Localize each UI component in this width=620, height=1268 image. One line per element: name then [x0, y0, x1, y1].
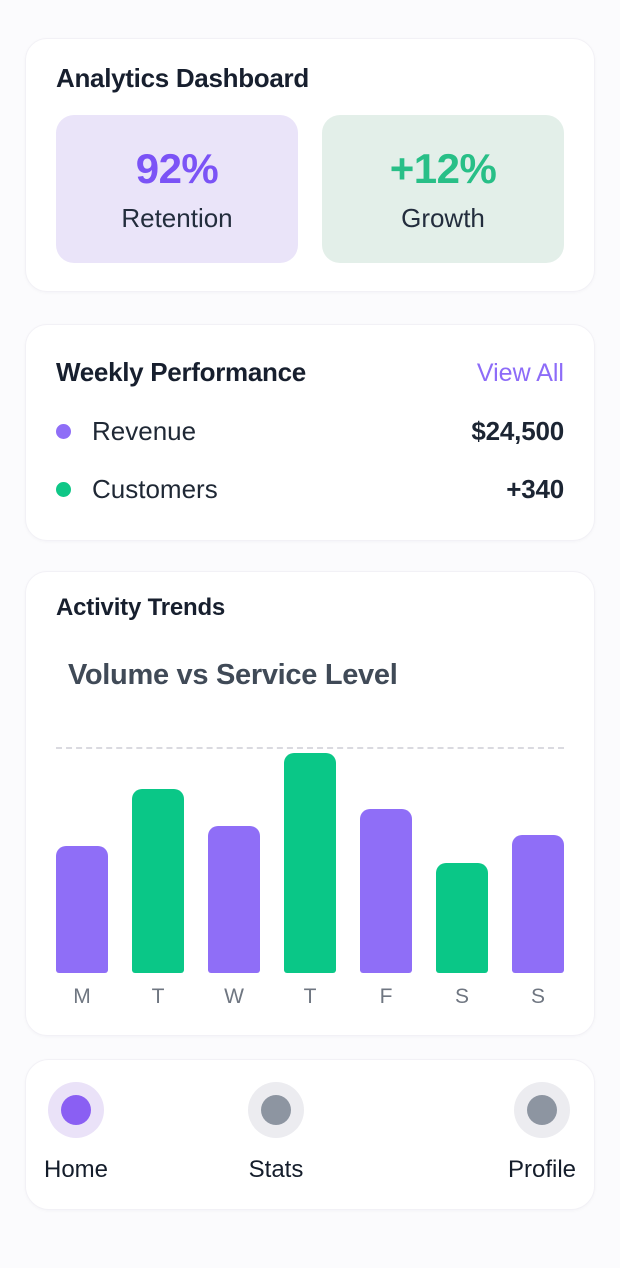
nav-item-profile[interactable]: Profile [508, 1082, 576, 1183]
performance-title: Weekly Performance [56, 357, 306, 387]
customers-dot-icon [56, 481, 71, 497]
bar-t-1 [132, 789, 184, 973]
stat-tiles: 92% Retention +12% Growth [56, 115, 564, 263]
retention-value: 92% [135, 144, 219, 192]
revenue-row: Revenue $24,500 [56, 416, 564, 446]
chart-title: Volume vs Service Level [68, 659, 398, 691]
performance-header: Weekly Performance View All [56, 357, 564, 388]
stats-dot-icon [261, 1095, 291, 1125]
bar-column [132, 789, 184, 973]
x-axis-label: W [224, 985, 244, 1008]
x-axis-label: S [530, 985, 545, 1008]
retention-stat-tile: 92% Retention [56, 115, 298, 263]
profile-dot-icon [526, 1095, 557, 1125]
revenue-value: $24,500 [471, 415, 564, 446]
bar-m-0 [56, 846, 108, 973]
home-dot-icon [61, 1095, 92, 1125]
x-axis-label: T [151, 985, 165, 1008]
retention-label: Retention [121, 202, 233, 233]
x-axis-label: S [454, 985, 469, 1008]
bar-s-6 [512, 835, 564, 973]
growth-stat-tile: +12% Growth [322, 115, 564, 263]
activity-trends-card: Activity Trends Volume vs Service Level … [25, 571, 595, 1036]
bar-column [56, 846, 108, 973]
nav-item-stats[interactable]: Stats [248, 1082, 304, 1183]
view-all-link[interactable]: View All [476, 359, 564, 387]
revenue-dot-icon [56, 423, 71, 439]
revenue-label: Revenue [92, 415, 197, 446]
home-icon [48, 1082, 105, 1138]
nav-label-profile: Profile [507, 1156, 576, 1183]
stats-icon [248, 1082, 304, 1138]
x-axis-label: T [303, 985, 317, 1008]
growth-value: +12% [389, 144, 497, 192]
customers-row: Customers +340 [56, 474, 564, 504]
bar-plot [56, 747, 564, 973]
weekly-performance-card: Weekly Performance View All Revenue $24,… [25, 324, 595, 541]
x-axis-label: F [379, 985, 393, 1008]
bar-column [208, 826, 260, 973]
growth-label: Growth [401, 202, 485, 233]
profile-icon [513, 1082, 570, 1138]
bar-column [360, 809, 412, 973]
nav-label-home: Home [44, 1156, 109, 1183]
bar-column [436, 863, 488, 973]
nav-item-home[interactable]: Home [44, 1082, 108, 1183]
bar-column [284, 753, 336, 973]
nav-label-stats: Stats [248, 1156, 304, 1183]
x-axis-label: M [73, 985, 91, 1008]
customers-label: Customers [92, 473, 218, 504]
customers-value: +340 [506, 473, 564, 504]
bar-t-3 [284, 753, 336, 973]
activity-trends-title: Activity Trends [56, 594, 226, 621]
bar-s-5 [436, 863, 488, 973]
bar-column [512, 835, 564, 973]
bar-w-2 [208, 826, 260, 973]
bottom-navigation: Home Stats Profile [25, 1059, 595, 1210]
bar-f-4 [360, 809, 412, 973]
page-title: Analytics Dashboard [56, 63, 309, 93]
analytics-dashboard-card: Analytics Dashboard 92% Retention +12% G… [25, 38, 595, 292]
